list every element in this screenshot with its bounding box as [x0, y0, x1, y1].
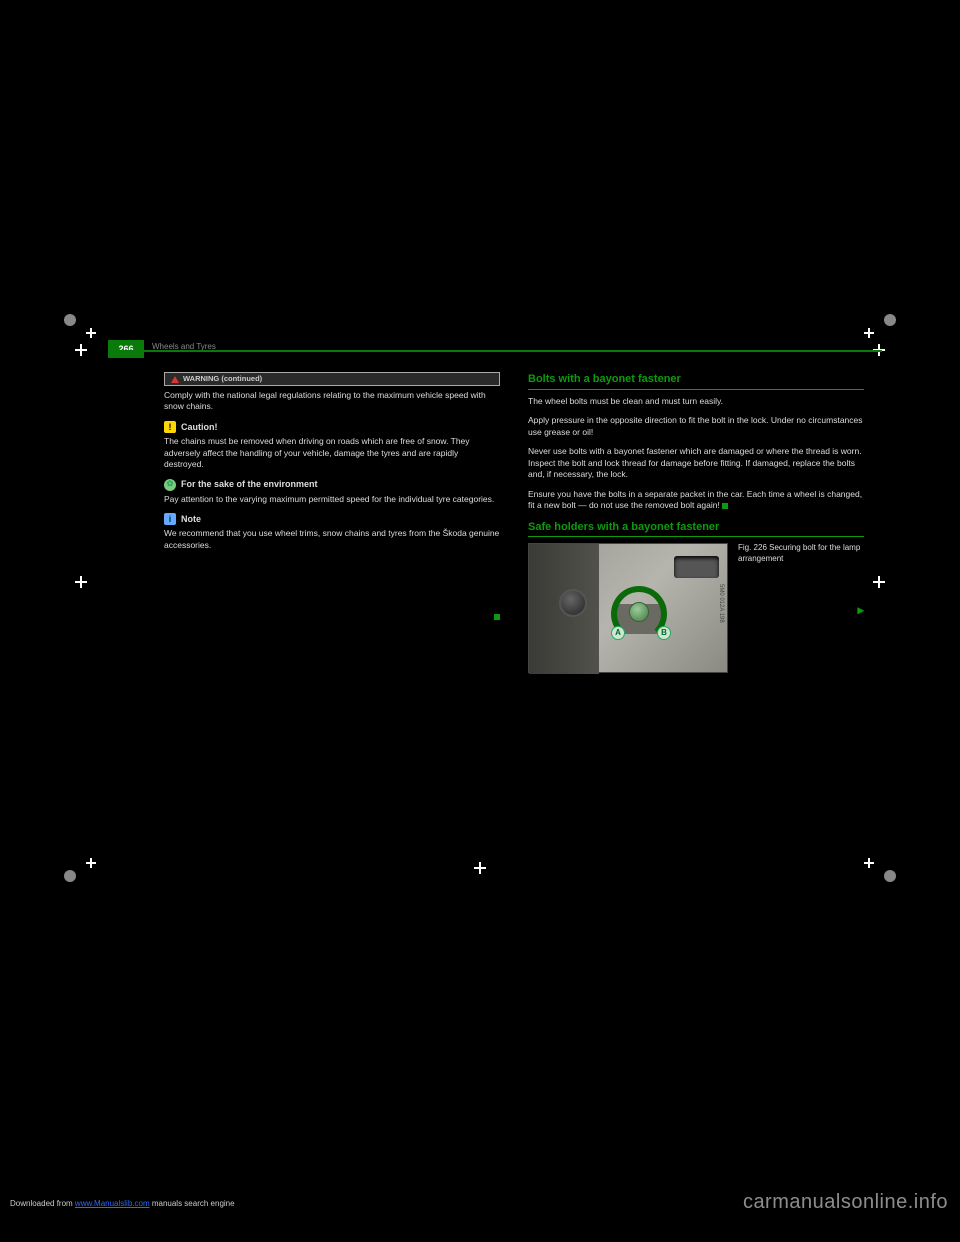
note-label: Note — [181, 513, 201, 525]
watermark: carmanualsonline.info — [743, 1191, 948, 1214]
footer-prefix: Downloaded from — [10, 1199, 75, 1208]
column-left: WARNING (continued) Comply with the nati… — [164, 372, 500, 679]
crop-mark-br — [856, 842, 896, 882]
caution-label: Caution! — [181, 421, 218, 433]
continue-arrow: ▶ — [738, 605, 864, 616]
section-title-2: Safe holders with a bayonet fastener — [528, 520, 864, 538]
crop-cross-mr — [873, 576, 885, 588]
manual-page: 266 Wheels and Tyres WARNING (continued)… — [78, 328, 882, 868]
r-para-3: Never use bolts with a bayonet fastener … — [528, 446, 864, 480]
note-heading: i Note — [164, 513, 500, 525]
page-number: 266 — [108, 340, 144, 358]
fig-label-a: A — [611, 626, 625, 640]
figure-caption: Fig. 226 Securing bolt for the lamp arra… — [738, 543, 864, 565]
caution-paragraph: The chains must be removed when driving … — [164, 436, 500, 470]
crop-cross-tl2 — [75, 344, 87, 356]
info-icon: i — [164, 513, 176, 525]
crop-cross-ml — [75, 576, 87, 588]
environment-label: For the sake of the environment — [181, 478, 318, 490]
warning-label: WARNING (continued) — [183, 374, 262, 384]
warning-continued-box: WARNING (continued) — [164, 372, 500, 386]
fig-label-b: B — [657, 626, 671, 640]
flower-icon: ✿ — [164, 479, 176, 491]
warning-triangle-icon — [171, 376, 179, 383]
warning-paragraph: Comply with the national legal regulatio… — [164, 390, 500, 413]
caution-heading: ! Caution! — [164, 421, 500, 433]
environment-paragraph: Pay attention to the varying maximum per… — [164, 494, 500, 505]
crop-cross-cb — [474, 862, 486, 874]
column-right: Bolts with a bayonet fastener The wheel … — [528, 372, 864, 679]
section-end-marker — [164, 611, 500, 622]
r-para-4: Ensure you have the bolts in a separate … — [528, 489, 864, 512]
fig-recess — [674, 556, 719, 578]
footer-link[interactable]: www.Manualslib.com — [75, 1199, 150, 1208]
header-rule — [108, 350, 882, 352]
content-columns: WARNING (continued) Comply with the nati… — [164, 372, 864, 679]
figure-caption-wrap: Fig. 226 Securing bolt for the lamp arra… — [738, 543, 864, 616]
r-para-1: The wheel bolts must be clean and must t… — [528, 396, 864, 407]
note-paragraph: We recommend that you use wheel trims, s… — [164, 528, 500, 551]
download-footer: Downloaded from www.Manualslib.com manua… — [10, 1199, 235, 1208]
environment-heading: ✿ For the sake of the environment — [164, 478, 500, 490]
fig-part-number: 5M0 012A 198 — [717, 584, 725, 623]
figure-226: A B 5M0 012A 198 — [528, 543, 728, 673]
r-para-2: Apply pressure in the opposite direction… — [528, 415, 864, 438]
section-title-1: Bolts with a bayonet fastener — [528, 372, 864, 390]
figure-row: A B 5M0 012A 198 Fig. 226 Securing bolt … — [528, 543, 864, 679]
crop-mark-bl — [64, 842, 104, 882]
footer-suffix: manuals search engine — [150, 1199, 235, 1208]
caution-icon: ! — [164, 421, 176, 433]
